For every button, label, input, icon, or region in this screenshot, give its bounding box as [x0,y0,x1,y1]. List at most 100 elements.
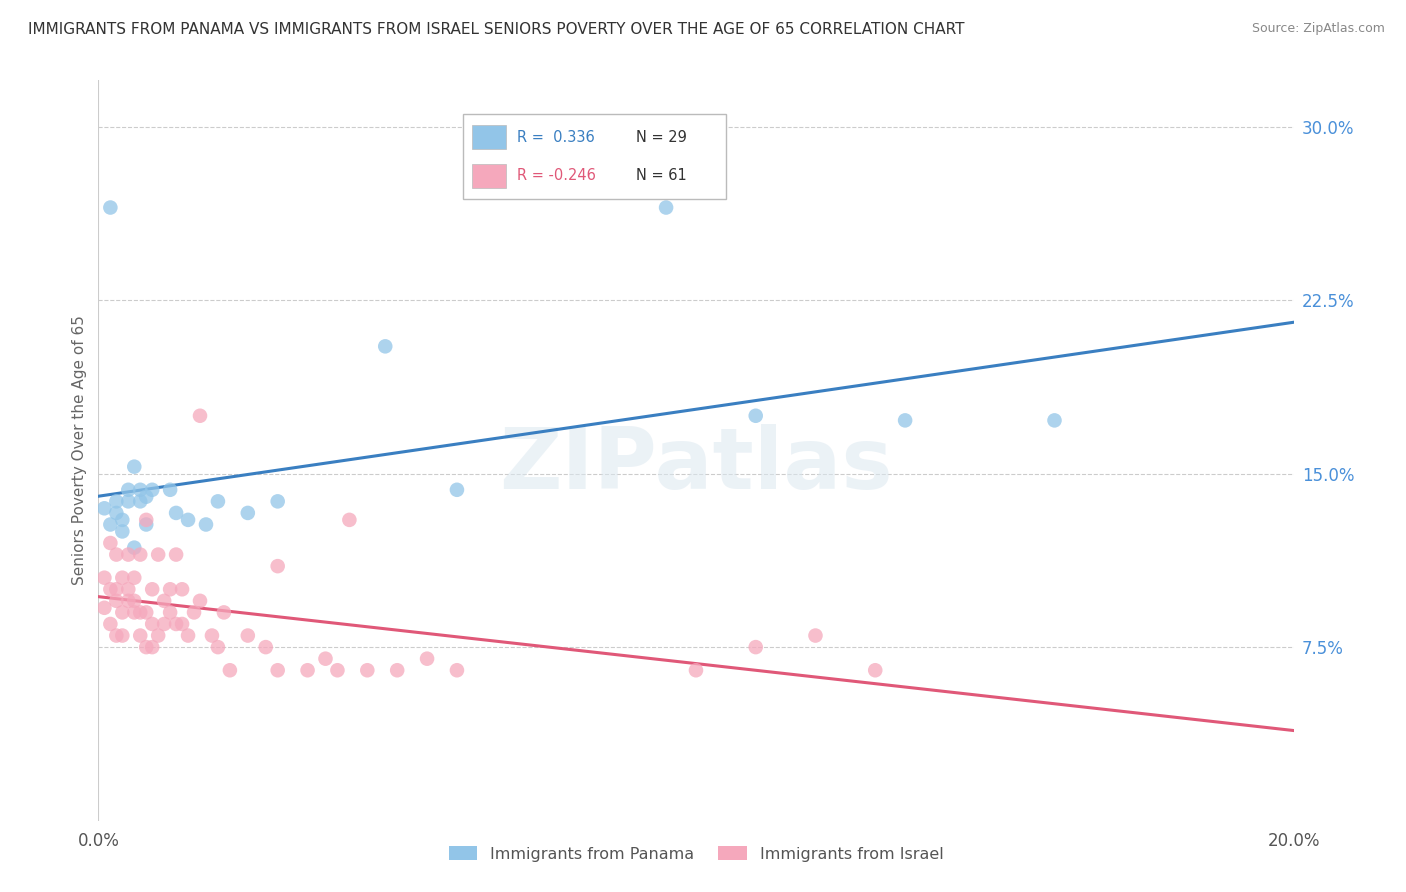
Point [105,594,128,608]
Point [685,663,707,677]
Point [135,640,157,654]
Point [141,582,163,597]
Text: N = 61: N = 61 [636,169,688,183]
Point [124,594,146,608]
Point [165,506,187,520]
Point [141,483,163,497]
Point [141,640,163,654]
Point [111,606,134,620]
Point [207,494,229,508]
Point [177,513,200,527]
Text: IMMIGRANTS FROM PANAMA VS IMMIGRANTS FROM ISRAEL SENIORS POVERTY OVER THE AGE OF: IMMIGRANTS FROM PANAMA VS IMMIGRANTS FRO… [28,22,965,37]
Point [105,494,128,508]
Point [326,663,349,677]
Point [129,494,152,508]
Text: N = 29: N = 29 [636,130,688,145]
Point [446,663,468,677]
Point [148,628,170,642]
Point [159,483,181,497]
Point [98,536,122,550]
Point [129,483,152,497]
Point [111,628,134,642]
Point [98,201,122,215]
Point [98,517,122,532]
Point [356,663,378,677]
Point [153,617,176,632]
Point [93,600,115,615]
Text: R =  0.336: R = 0.336 [517,130,595,145]
Point [124,459,146,474]
Point [236,506,259,520]
Point [135,490,157,504]
Point [745,640,768,654]
Point [105,506,128,520]
Point [201,628,224,642]
Y-axis label: Seniors Poverty Over the Age of 65: Seniors Poverty Over the Age of 65 [72,316,87,585]
Point [297,663,319,677]
Text: Source: ZipAtlas.com: Source: ZipAtlas.com [1251,22,1385,36]
Point [93,501,115,516]
Point [267,494,290,508]
Point [339,513,361,527]
Point [212,606,235,620]
Point [111,513,134,527]
Point [105,628,128,642]
Point [135,606,157,620]
Point [117,494,139,508]
Point [135,517,157,532]
Point [219,663,242,677]
Point [117,594,139,608]
Point [124,541,146,555]
Point [177,628,200,642]
Point [745,409,768,423]
Point [141,617,163,632]
Point [159,582,181,597]
Point [117,548,139,562]
Point [148,548,170,562]
Point [129,606,152,620]
Point [655,201,678,215]
Point [183,606,205,620]
Point [236,628,259,642]
Point [172,582,194,597]
Point [254,640,277,654]
Point [129,628,152,642]
Point [105,548,128,562]
Point [446,483,468,497]
Point [207,640,229,654]
Point [124,571,146,585]
Point [172,617,194,632]
Point [129,548,152,562]
Point [111,524,134,539]
Point [416,651,439,665]
Point [267,663,290,677]
Point [804,628,827,642]
Point [188,409,211,423]
Point [315,651,337,665]
Point [105,582,128,597]
Point [159,606,181,620]
Text: ZIPatlas: ZIPatlas [499,424,893,507]
Point [93,571,115,585]
Point [124,606,146,620]
Point [374,339,396,353]
FancyBboxPatch shape [472,164,506,187]
Point [117,582,139,597]
Point [153,594,176,608]
Point [188,594,211,608]
Legend: Immigrants from Panama, Immigrants from Israel: Immigrants from Panama, Immigrants from … [441,839,950,868]
Point [385,663,409,677]
Text: R = -0.246: R = -0.246 [517,169,596,183]
Point [135,513,157,527]
Point [865,663,887,677]
Point [98,582,122,597]
Point [117,483,139,497]
FancyBboxPatch shape [463,113,725,199]
Point [1043,413,1066,427]
Point [98,617,122,632]
Point [894,413,917,427]
Point [111,571,134,585]
Point [165,617,187,632]
Point [165,548,187,562]
Point [267,559,290,574]
